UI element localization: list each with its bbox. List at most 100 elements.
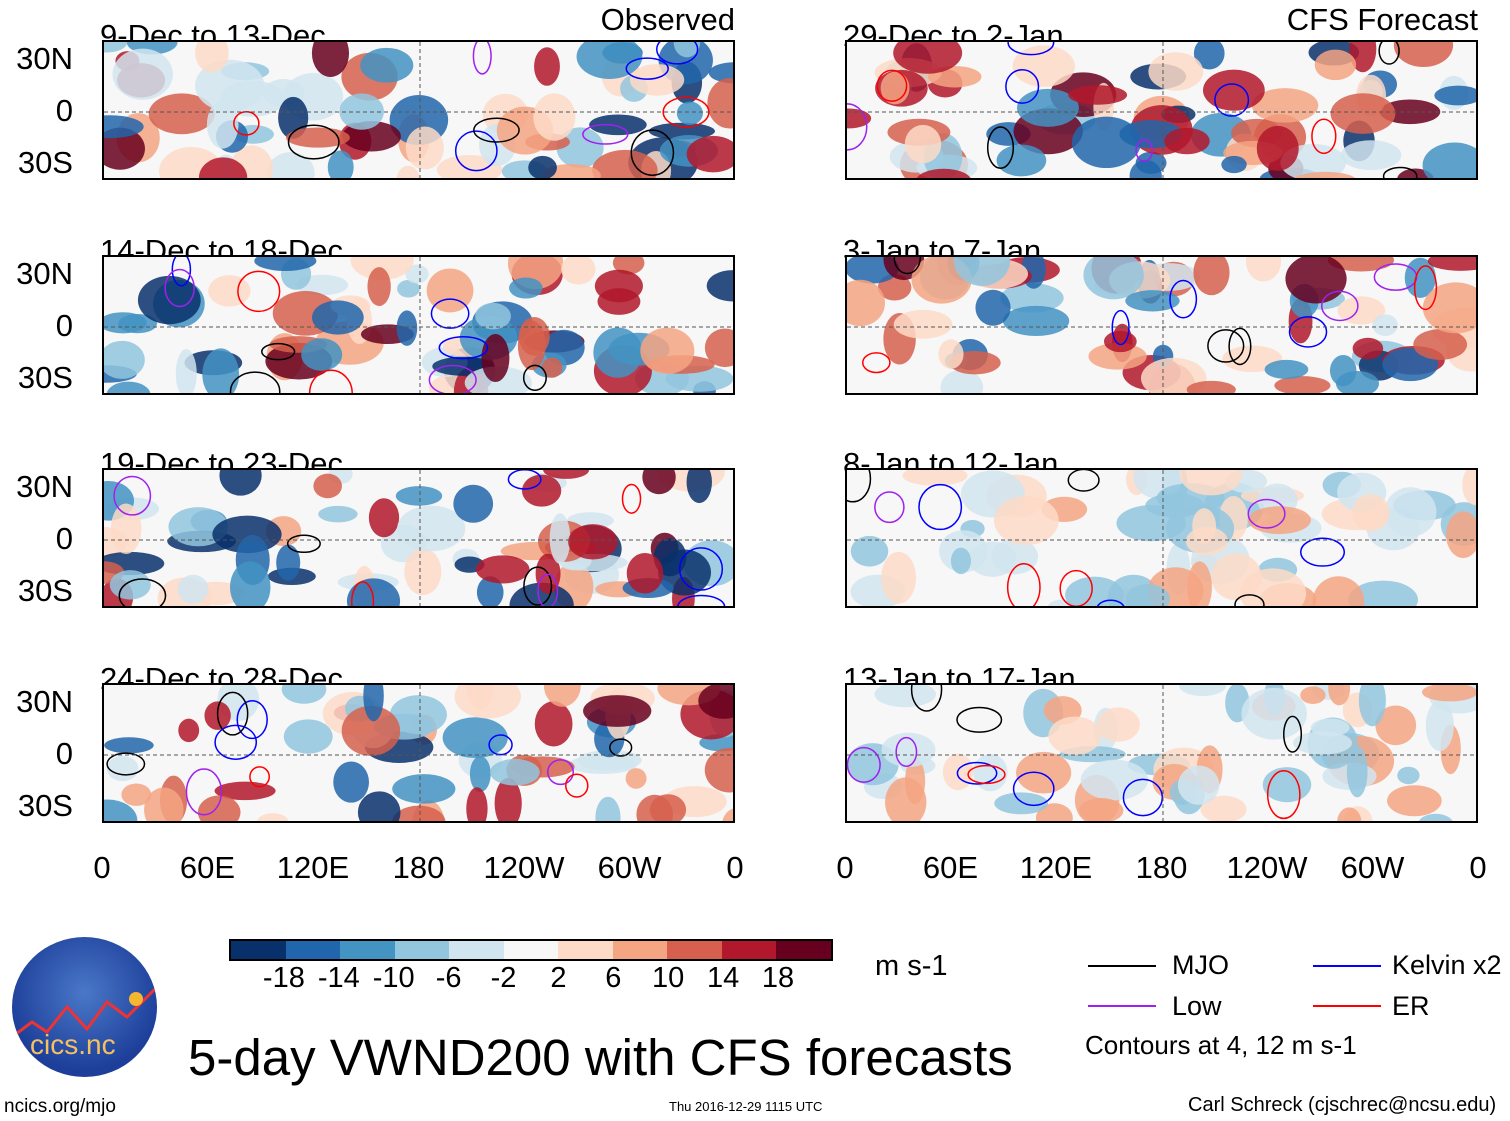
wind-anomaly-blob bbox=[1462, 470, 1476, 506]
wind-anomaly-blob bbox=[1352, 337, 1384, 360]
wind-anomaly-blob bbox=[392, 774, 456, 804]
contour-line bbox=[1234, 594, 1265, 606]
contour-line bbox=[967, 764, 1006, 785]
wind-anomaly-blob bbox=[1096, 707, 1140, 742]
wind-anomaly-blob bbox=[916, 168, 971, 178]
contour-line bbox=[1214, 83, 1250, 117]
contour-line bbox=[918, 483, 963, 531]
contour-line bbox=[185, 768, 223, 816]
wind-anomaly-blob bbox=[1337, 807, 1362, 821]
wind-anomaly-blob bbox=[475, 555, 530, 584]
wind-anomaly-blob bbox=[1193, 257, 1230, 296]
lat-label: 30N bbox=[16, 684, 73, 719]
contour-line bbox=[1378, 42, 1400, 65]
wind-anomaly-blob bbox=[640, 327, 695, 374]
wind-anomaly-blob bbox=[1148, 52, 1204, 91]
wind-anomaly-blob bbox=[442, 717, 508, 759]
wind-anomaly-blob bbox=[1358, 685, 1386, 727]
colorbar-label: -18 bbox=[262, 962, 305, 994]
wind-anomaly-blob bbox=[1327, 257, 1395, 272]
wind-anomaly-blob bbox=[198, 157, 248, 178]
lon-label: 0 bbox=[726, 850, 744, 885]
map-panel bbox=[102, 255, 735, 395]
wind-anomaly-blob bbox=[404, 548, 442, 596]
wind-anomaly-blob bbox=[893, 309, 953, 339]
wind-anomaly-blob bbox=[367, 267, 391, 307]
contour-line bbox=[847, 470, 872, 503]
wind-anomaly-blob bbox=[973, 753, 1008, 792]
contour-line bbox=[895, 736, 918, 767]
wind-anomaly-blob bbox=[118, 314, 158, 334]
wind-anomaly-blob bbox=[704, 328, 733, 368]
wind-anomaly-blob bbox=[1404, 257, 1436, 298]
wind-anomaly-blob bbox=[1425, 700, 1454, 752]
wind-anomaly-blob bbox=[1000, 283, 1064, 313]
wind-anomaly-blob bbox=[1083, 257, 1144, 300]
colorbar-swatch bbox=[231, 941, 286, 959]
wind-anomaly-blob bbox=[549, 513, 571, 564]
wind-anomaly-blob bbox=[360, 47, 414, 83]
wind-anomaly-blob bbox=[1330, 93, 1396, 134]
wind-anomaly-blob bbox=[327, 150, 354, 178]
contour-line bbox=[473, 117, 520, 143]
observed-header: Observed bbox=[600, 2, 735, 37]
colorbar-swatch bbox=[667, 941, 722, 959]
wind-anomaly-blob bbox=[994, 792, 1049, 815]
map-panel bbox=[102, 683, 735, 823]
wind-anomaly-blob bbox=[281, 685, 327, 704]
lat-label: 0 bbox=[55, 521, 73, 556]
wind-anomaly-blob bbox=[568, 755, 638, 774]
contour-line bbox=[106, 752, 146, 776]
contour-note: Contours at 4, 12 m s-1 bbox=[1085, 1030, 1357, 1060]
wind-anomaly-blob bbox=[881, 551, 917, 604]
wind-anomaly-blob bbox=[1352, 493, 1390, 532]
contour-line bbox=[986, 126, 1015, 169]
wind-anomaly-blob bbox=[454, 685, 521, 719]
wind-anomaly-blob bbox=[1103, 330, 1137, 353]
contour-line bbox=[236, 699, 268, 740]
footer-author: Carl Schreck (cjschrec@ncsu.edu) bbox=[1188, 1094, 1497, 1116]
colorbar-swatch bbox=[449, 941, 504, 959]
wind-anomaly-blob bbox=[902, 470, 968, 486]
wind-anomaly-blob bbox=[893, 42, 963, 74]
wind-anomaly-blob bbox=[561, 257, 596, 285]
lat-label: 30S bbox=[17, 573, 73, 608]
lon-label: 0 bbox=[93, 850, 111, 885]
wind-anomaly-blob bbox=[469, 755, 491, 792]
wind-anomaly-blob bbox=[1078, 798, 1124, 821]
wind-anomaly-blob bbox=[593, 327, 643, 378]
wind-anomaly-blob bbox=[1002, 305, 1070, 337]
contour-line bbox=[1228, 327, 1252, 366]
wind-anomaly-blob bbox=[556, 127, 604, 169]
contour-line bbox=[862, 352, 891, 374]
contour-line bbox=[847, 103, 868, 151]
wind-anomaly-blob bbox=[341, 705, 401, 756]
lon-label: 60E bbox=[922, 850, 979, 885]
wind-anomaly-blob bbox=[283, 719, 333, 754]
contour-line bbox=[430, 298, 470, 329]
wind-anomaly-blob bbox=[229, 561, 271, 606]
colorbar-swatch bbox=[721, 941, 777, 959]
lat-label: 30N bbox=[16, 469, 73, 504]
contour-line bbox=[164, 268, 195, 308]
wind-anomaly-blob bbox=[706, 270, 733, 302]
wind-anomaly-blob bbox=[301, 338, 343, 371]
lat-label: 0 bbox=[55, 736, 73, 771]
contour-line bbox=[625, 57, 669, 80]
wind-anomaly-blob bbox=[1193, 42, 1225, 70]
colorbar-label: 18 bbox=[761, 962, 795, 994]
wind-anomaly-blob bbox=[195, 42, 229, 73]
legend-line-mjo bbox=[1088, 965, 1156, 967]
wind-anomaly-blob bbox=[1300, 686, 1326, 704]
wind-anomaly-blob bbox=[110, 503, 142, 554]
cics-logo: cics.nc bbox=[12, 937, 157, 1077]
wind-anomaly-blob bbox=[311, 42, 350, 77]
lon-label: 120E bbox=[1019, 850, 1093, 885]
wind-anomaly-blob bbox=[1397, 766, 1420, 785]
wind-anomaly-blob bbox=[148, 93, 215, 135]
contour-line bbox=[1096, 599, 1125, 606]
wind-anomaly-blob bbox=[1241, 687, 1307, 740]
wind-anomaly-blob bbox=[521, 474, 562, 507]
contour-line bbox=[1169, 279, 1198, 319]
wind-anomaly-blob bbox=[311, 300, 364, 335]
